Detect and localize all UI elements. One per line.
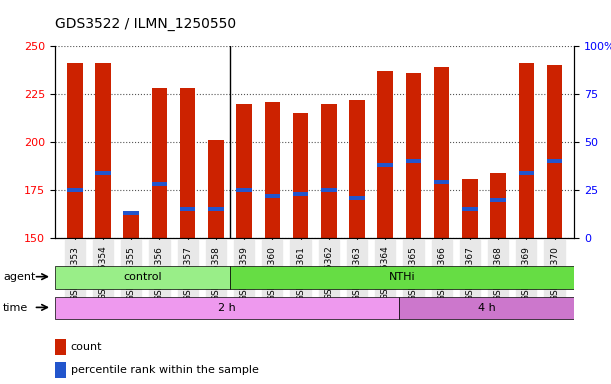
- Bar: [321, 188, 337, 192]
- Bar: [378, 163, 393, 167]
- Text: 4 h: 4 h: [478, 303, 496, 313]
- Bar: [462, 207, 478, 211]
- Text: agent: agent: [3, 272, 35, 282]
- Bar: [265, 194, 280, 198]
- Bar: [491, 198, 506, 202]
- Text: percentile rank within the sample: percentile rank within the sample: [70, 365, 258, 375]
- FancyBboxPatch shape: [230, 266, 574, 289]
- Bar: [180, 207, 196, 211]
- Bar: [208, 140, 224, 238]
- Text: NTHi: NTHi: [389, 272, 415, 283]
- Bar: [67, 63, 82, 238]
- Bar: [180, 88, 196, 238]
- Bar: [321, 104, 337, 238]
- Bar: [434, 67, 450, 238]
- FancyBboxPatch shape: [55, 266, 230, 289]
- FancyBboxPatch shape: [55, 297, 400, 319]
- Bar: [547, 65, 562, 238]
- Bar: [293, 113, 309, 238]
- Bar: [349, 100, 365, 238]
- Text: time: time: [3, 303, 28, 313]
- Bar: [67, 188, 82, 192]
- Text: 2 h: 2 h: [218, 303, 236, 313]
- Bar: [236, 188, 252, 192]
- Bar: [491, 173, 506, 238]
- Bar: [406, 73, 421, 238]
- Bar: [55, 339, 67, 355]
- Bar: [123, 211, 139, 215]
- Bar: [55, 362, 67, 378]
- Bar: [95, 63, 111, 238]
- FancyBboxPatch shape: [400, 297, 574, 319]
- Bar: [519, 63, 534, 238]
- Bar: [349, 196, 365, 200]
- Bar: [293, 192, 309, 196]
- Bar: [208, 207, 224, 211]
- Bar: [152, 182, 167, 186]
- Bar: [95, 171, 111, 175]
- Bar: [519, 171, 534, 175]
- Text: GDS3522 / ILMN_1250550: GDS3522 / ILMN_1250550: [55, 17, 236, 31]
- Bar: [434, 180, 450, 184]
- Bar: [236, 104, 252, 238]
- Text: control: control: [123, 272, 162, 283]
- Bar: [123, 213, 139, 238]
- Bar: [406, 159, 421, 163]
- Bar: [462, 179, 478, 238]
- Bar: [378, 71, 393, 238]
- Text: count: count: [70, 342, 102, 352]
- Bar: [265, 102, 280, 238]
- Bar: [152, 88, 167, 238]
- Bar: [547, 159, 562, 163]
